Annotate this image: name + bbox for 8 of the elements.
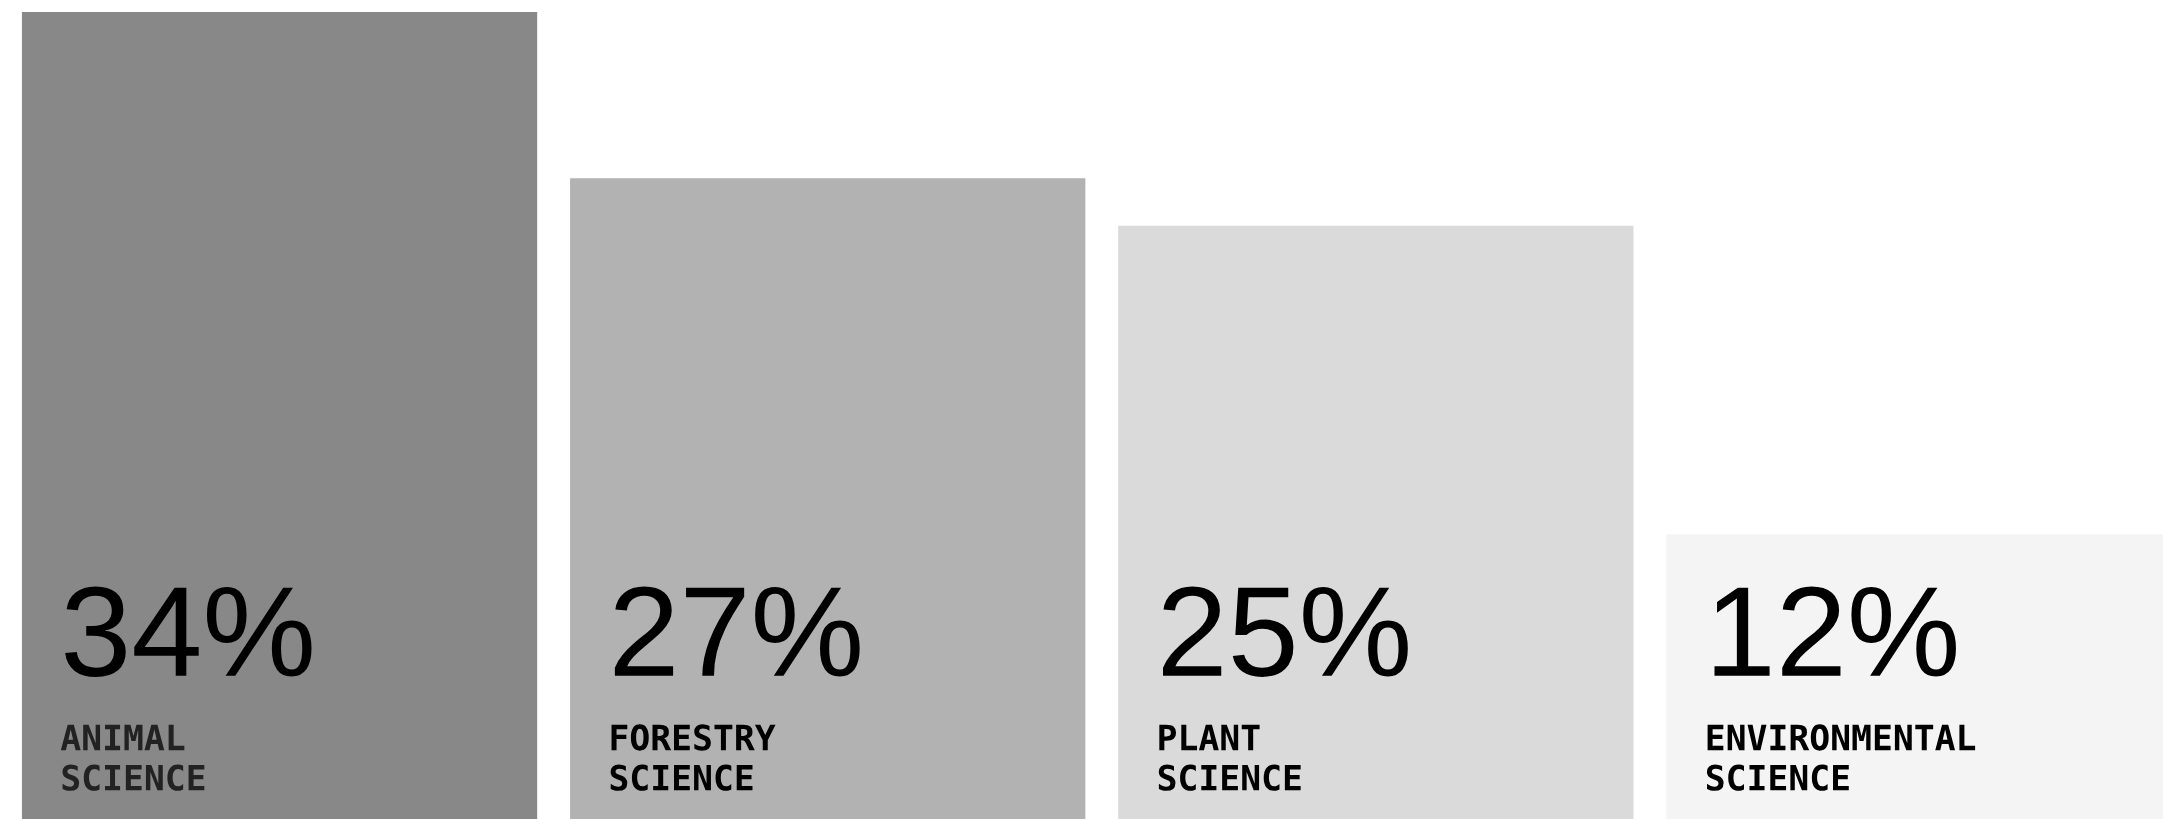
data-label: 34%: [65, 586, 312, 677]
data-label: 12%: [1714, 586, 1956, 677]
data-label: 27%: [614, 586, 860, 677]
x-tick-label: ENVIRONMENTAL SCIENCE: [1706, 724, 1976, 791]
x-tick-label: FORESTRY SCIENCE: [610, 724, 776, 791]
x-tick-label: ANIMAL SCIENCE: [60, 724, 205, 791]
x-tick-label: PLANT SCIENCE: [1158, 724, 1301, 791]
data-label: 25%: [1163, 586, 1408, 677]
